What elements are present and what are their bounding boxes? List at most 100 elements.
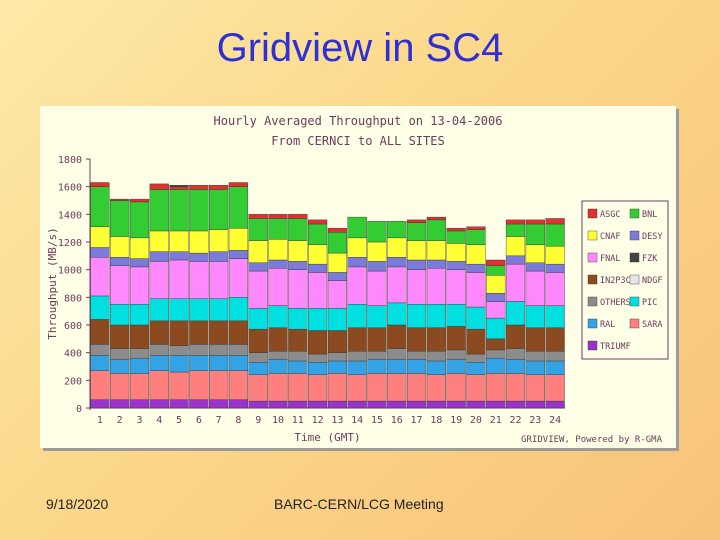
legend-swatch-sara [629,318,640,329]
bar-segment-cnaf [426,240,446,261]
bar-segment-triumf [209,399,229,409]
x-tick-label: 18 [430,415,442,426]
bar-segment-pic [446,304,466,327]
bar-segment-in2p3cc [129,324,150,349]
bar-segment-triumf [228,399,249,409]
bar-segment-triumf [505,400,526,409]
x-tick-label: 1 [97,415,103,426]
bar-segment-cnaf [209,229,229,252]
legend-swatch-others [587,296,598,307]
x-tick-label: 9 [255,415,261,426]
y-tick-label: 800 [64,293,82,304]
x-tick-label: 17 [411,415,423,426]
bar-segment-pic [189,298,209,322]
bar-segment-desy [308,263,328,273]
bar-segment-fnal [406,269,427,305]
bar-segment-sara [189,370,209,400]
bar-segment-sara [525,374,545,402]
bar-segment-asgc [228,182,249,187]
bar-segment-desy [209,251,229,262]
bar-segment-pic [545,305,565,328]
bar-segment-triumf [268,400,288,409]
bar-segment-bnl [347,216,367,239]
x-tick-label: 19 [450,415,462,426]
bar-segment-desy [545,263,565,273]
bar-segment-in2p3cc [387,324,407,349]
bar-segment-bnl [189,189,209,232]
bar-segment-bnl [387,221,407,239]
bar-segment-bnl [149,189,169,232]
bar-segment-fnal [268,268,288,306]
bar-segment-sara [90,370,110,400]
bar-segment-in2p3cc [288,328,308,352]
bar-segment-others [446,349,466,360]
bar-segment-cnaf [110,236,130,258]
bar-segment-in2p3cc [486,338,506,351]
bar-segment-cnaf [545,245,565,265]
legend-swatch-ndgf [629,274,640,285]
bar-segment-pic [129,304,150,326]
bar-segment-bnl [367,221,387,243]
x-tick-label: 5 [176,415,182,426]
bar-segment-others [288,351,308,362]
y-tick-label: 200 [64,376,82,387]
bar-segment-in2p3cc [268,327,288,352]
bar-segment-pic [387,302,407,326]
bar-segment-ral [248,362,268,376]
bar-segment-sara [545,374,565,402]
legend-swatch-desy [629,230,640,241]
bar-segment-triumf [288,400,308,409]
bar-segment-fnal [228,258,249,298]
bar-segment-asgc [525,219,545,225]
bar-segment-others [486,349,506,359]
bar-segment-others [525,351,545,362]
legend-swatch-fnal [587,252,598,263]
bar-segment-fnal [110,265,130,305]
bar-segment-asgc [308,219,328,225]
footer-meeting: BARC-CERN/LCG Meeting [274,496,444,512]
bar-segment-bnl [505,223,526,237]
bar-segment-sara [129,373,150,400]
bar-segment-cnaf [367,241,387,262]
bar-segment-others [268,351,288,360]
bar-segment-bnl [486,265,506,276]
bar-segment-triumf [525,400,545,409]
bar-segment-ral [466,362,486,376]
bar-segment-desy [486,292,506,302]
bar-segment-triumf [466,400,486,409]
bar-segment-pic [466,306,486,330]
bar-segment-fnal [466,272,486,308]
bar-segment-triumf [149,399,169,409]
bar-segment-in2p3cc [189,320,209,345]
bar-segment-fnal [149,261,169,299]
y-tick-label: 0 [76,404,82,415]
legend-label-pic: PIC [642,298,657,308]
bar-segment-cnaf [525,244,545,263]
legend-swatch-asgc [587,208,598,219]
y-tick-label: 400 [64,349,82,360]
bar-segment-desy [189,252,209,262]
bar-segment-ral [406,359,427,374]
bar-segment-ral [505,359,526,374]
legend-label-fzk: FZK [642,254,658,264]
bar-segment-asgc [327,227,347,233]
bar-segment-desy [288,261,308,270]
legend-label-sara: SARA [642,320,662,330]
bar-segment-cnaf [129,237,150,259]
bar-segment-others [248,352,268,363]
y-axis-label: Throughput (MB/s) [46,227,59,340]
x-tick-label: 7 [216,415,222,426]
bar-segment-others [327,352,347,362]
bar-segment-bnl [327,232,347,254]
bar-segment-others [367,351,387,360]
bar-segment-bnl [446,230,466,244]
bar-segment-in2p3cc [169,320,189,346]
bar-segment-desy [327,272,347,281]
bar-segment-pic [347,304,367,328]
bar-segment-desy [169,251,189,261]
bar-segment-pic [426,304,446,328]
bar-segment-triumf [308,400,328,409]
bar-segment-desy [248,262,268,272]
bar-segment-others [228,344,249,356]
bar-segment-fnal [486,301,506,319]
